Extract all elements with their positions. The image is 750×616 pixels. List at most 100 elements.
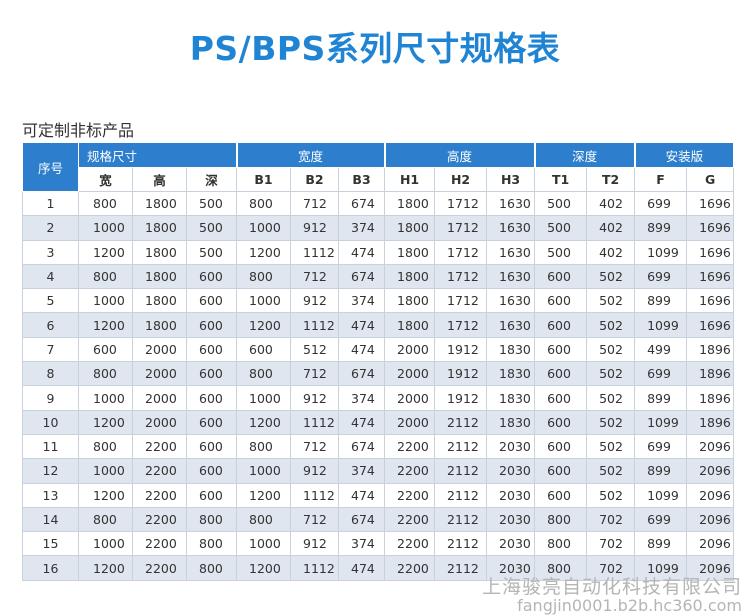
table-cell: 1712 (434, 263, 488, 290)
table-cell: 1712 (434, 190, 488, 217)
column-header: T2 (586, 167, 636, 192)
table-cell: 600 (185, 288, 238, 314)
table-cell: 1200 (236, 409, 292, 435)
table-cell: 474 (338, 482, 386, 508)
table-cell: 2000 (132, 385, 187, 411)
table-cell: 699 (634, 263, 688, 290)
table-cell: 1200 (78, 409, 133, 435)
table-cell: 600 (534, 263, 588, 290)
table-cell: 512 (290, 336, 340, 363)
table-cell: 1200 (78, 239, 133, 265)
table-cell: 1896 (686, 361, 735, 387)
table-cell: 502 (586, 409, 636, 435)
table-cell: 1696 (686, 312, 735, 338)
table-cell: 800 (185, 531, 238, 557)
table-cell: 2000 (132, 336, 187, 363)
table-row: 8 800 2000 600 800 712 674 2000 1912 1830 600 502 69… (22, 361, 735, 387)
row-index-cell: 8 (22, 361, 79, 387)
table-cell: 499 (634, 336, 688, 363)
table-cell: 500 (534, 239, 588, 265)
table-cell: 1800 (132, 190, 187, 217)
table-cell: 800 (78, 263, 133, 290)
table-cell: 1800 (132, 239, 187, 265)
table-cell: 2112 (434, 506, 488, 533)
table-cell: 912 (290, 458, 340, 484)
table-cell: 1830 (486, 336, 536, 363)
table-cell: 899 (634, 458, 688, 484)
table-cell: 1800 (132, 288, 187, 314)
table-cell: 1200 (236, 555, 292, 581)
table-cell: 600 (185, 385, 238, 411)
table-cell: 502 (586, 288, 636, 314)
table-row: 4 800 1800 600 800 712 674 1800 1712 1630 600 502 69… (22, 263, 735, 290)
watermark-company: 上海骏亮自动化科技有限公司 (481, 576, 742, 598)
table-cell: 1000 (236, 288, 292, 314)
table-cell: 600 (185, 433, 238, 460)
table-cell: 1696 (686, 215, 735, 241)
table-row: 5 1000 1800 600 1000 912 374 1800 1712 1630 600 502… (22, 288, 735, 314)
table-cell: 1800 (132, 263, 187, 290)
spec-table: 序号 规格尺寸 宽度 高度 深度 安装版 宽高深 B1 B2 B3 H1 H2 H3 T1 T2… (22, 142, 735, 581)
table-cell: 674 (338, 190, 386, 217)
table-cell: 502 (586, 458, 636, 484)
table-cell: 1912 (434, 361, 488, 387)
table-cell: 1000 (78, 385, 133, 411)
table-cell: 1200 (78, 312, 133, 338)
table-cell: 800 (236, 361, 292, 387)
table-cell: 2000 (384, 361, 436, 387)
table-cell: 474 (338, 336, 386, 363)
table-cell: 2200 (384, 433, 436, 460)
table-cell: 899 (634, 288, 688, 314)
table-cell: 1099 (634, 409, 688, 435)
table-cell: 1830 (486, 385, 536, 411)
row-index-cell: 3 (22, 239, 79, 265)
table-cell: 712 (290, 263, 340, 290)
table-cell: 2112 (434, 458, 488, 484)
table-cell: 1630 (486, 215, 536, 241)
table-cell: 800 (78, 190, 133, 217)
table-cell: 2200 (384, 531, 436, 557)
table-cell: 2096 (686, 531, 735, 557)
table-cell: 1800 (132, 312, 187, 338)
table-cell: 2200 (132, 531, 187, 557)
table-cell: 402 (586, 215, 636, 241)
table-cell: 1800 (384, 312, 436, 338)
row-index-cell: 4 (22, 263, 79, 290)
row-index-cell: 5 (22, 288, 79, 314)
table-cell: 1630 (486, 312, 536, 338)
table-cell: 502 (586, 336, 636, 363)
table-cell: 1200 (236, 239, 292, 265)
table-cell: 500 (534, 215, 588, 241)
table-cell: 502 (586, 361, 636, 387)
table-cell: 1712 (434, 239, 488, 265)
table-cell: 1912 (434, 385, 488, 411)
watermark-url: fangjin0001.b2b.hc360.com (517, 596, 742, 615)
table-cell: 674 (338, 506, 386, 533)
table-cell: 600 (185, 458, 238, 484)
table-cell: 500 (534, 190, 588, 217)
header-depth: 深度 (533, 142, 636, 168)
row-index-cell: 16 (22, 555, 79, 581)
table-cell: 2200 (132, 482, 187, 508)
table-cell: 1696 (686, 263, 735, 290)
table-cell: 699 (634, 190, 688, 217)
table-cell: 1800 (384, 215, 436, 241)
row-index-cell: 7 (22, 336, 79, 363)
table-cell: 600 (534, 433, 588, 460)
table-cell: 1896 (686, 409, 735, 435)
table-cell: 1112 (290, 312, 340, 338)
table-row: 3 1200 1800 500 1200 1112 474 1800 1712 1630 500 40… (22, 239, 735, 265)
table-cell: 1200 (236, 312, 292, 338)
table-cell: 2200 (132, 555, 187, 581)
table-cell: 600 (185, 336, 238, 363)
table-cell: 2030 (486, 506, 536, 533)
table-cell: 800 (236, 433, 292, 460)
table-cell: 2112 (434, 482, 488, 508)
table-body: 1 800 1800 500 800 712 674 1800 1712 1630 500 402 69… (22, 190, 735, 581)
row-index-cell: 1 (22, 190, 79, 217)
column-header: 宽 (78, 167, 133, 192)
row-index-cell: 9 (22, 385, 79, 411)
table-cell: 674 (338, 361, 386, 387)
table-cell: 702 (586, 555, 636, 581)
row-index-cell: 11 (22, 433, 79, 460)
